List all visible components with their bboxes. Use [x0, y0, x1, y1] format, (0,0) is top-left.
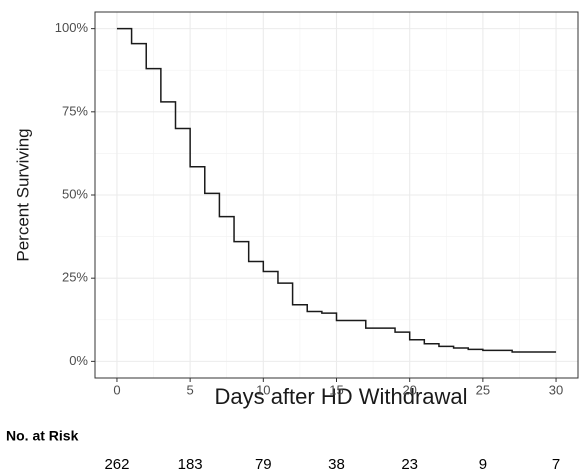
- y-axis-title: Percent Surviving: [13, 128, 32, 261]
- risk-count: 183: [178, 456, 203, 473]
- risk-count: 23: [401, 456, 418, 473]
- x-axis-title: Days after HD Withdrawal: [214, 384, 467, 409]
- risk-count: 79: [255, 456, 272, 473]
- x-tick-label: 20: [402, 382, 416, 397]
- y-tick-label: 75%: [62, 103, 88, 118]
- risk-count: 9: [479, 456, 487, 473]
- x-tick-label: 5: [187, 382, 194, 397]
- survival-line: [116, 27, 557, 353]
- x-tick-label: 30: [549, 382, 563, 397]
- x-tick-label: 15: [329, 382, 343, 397]
- y-tick-label: 25%: [62, 270, 88, 285]
- x-tick-label: 0: [113, 382, 120, 397]
- risk-count: 38: [328, 456, 345, 473]
- x-tick-label: 25: [476, 382, 490, 397]
- y-tick-label: 50%: [62, 186, 88, 201]
- x-tick-label: 10: [256, 382, 270, 397]
- risk-count: 262: [104, 456, 129, 473]
- y-tick-label: 100%: [55, 20, 89, 35]
- panel-border: [94, 11, 579, 379]
- y-tick-label: 0%: [69, 353, 88, 368]
- risk-table-title: No. at Risk: [6, 428, 79, 444]
- risk-count: 7: [552, 456, 560, 473]
